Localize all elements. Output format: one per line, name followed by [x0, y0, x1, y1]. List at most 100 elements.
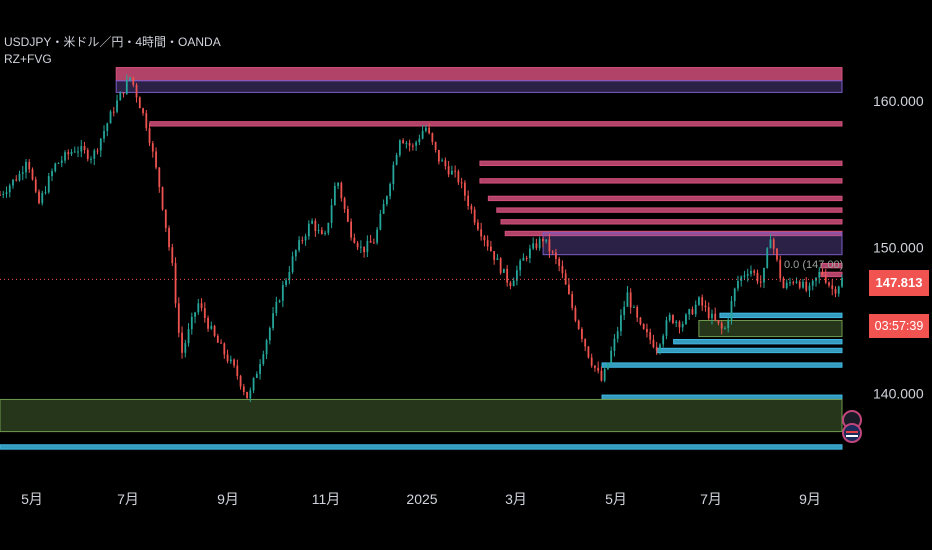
candle-body [789, 282, 791, 284]
zone-purple[interactable] [542, 232, 843, 256]
candle-body [691, 309, 694, 315]
candle-body [356, 242, 359, 248]
zone-resistance[interactable] [479, 160, 843, 167]
candle-body [525, 257, 528, 259]
zone-resistance[interactable] [115, 67, 843, 82]
candle-body [483, 236, 486, 241]
candle-body [161, 187, 164, 210]
zone-resistance[interactable] [487, 195, 843, 202]
candle-body [103, 131, 105, 139]
y-tick-label: 140.000 [873, 386, 924, 402]
candle-body [519, 260, 522, 271]
candle-body [538, 238, 541, 249]
candle-body [555, 252, 557, 259]
candle-body [395, 155, 398, 165]
candle-body [34, 179, 37, 192]
candle-body [733, 288, 736, 302]
candle-body [90, 158, 92, 160]
zone-blue[interactable] [673, 338, 843, 345]
candle-body [421, 130, 424, 139]
candle-body [402, 140, 405, 144]
candle-body [574, 307, 577, 321]
x-tick-label: 7月 [700, 491, 722, 507]
candle-body [200, 303, 203, 309]
zone-resistance[interactable] [479, 178, 843, 184]
candle-body [83, 146, 86, 150]
candle-body [558, 258, 561, 266]
candle-body [424, 127, 427, 131]
zone-resistance[interactable] [820, 262, 843, 269]
candle-body [678, 321, 681, 328]
zone-blue[interactable] [601, 394, 843, 400]
overlay-label: 0.0 (147.00) [784, 259, 843, 271]
candle-body [815, 277, 817, 281]
candle-body [382, 204, 385, 214]
candle-body [220, 342, 222, 344]
zone-resistance[interactable] [496, 207, 843, 213]
candle-body [431, 133, 434, 142]
candle-body [831, 285, 834, 289]
candle-body [129, 77, 131, 81]
candle-body [57, 162, 60, 164]
candle-body [181, 332, 183, 353]
candle-body [259, 364, 261, 374]
symbol-title[interactable]: USDJPY・米ドル／円・4時間・OANDA [4, 35, 221, 49]
candle-body [659, 344, 661, 351]
candle-body [792, 282, 795, 284]
candle-body [70, 152, 73, 155]
zone-blue[interactable] [656, 347, 843, 354]
zone-blue[interactable] [719, 312, 843, 319]
y-tick-label: 150.000 [873, 239, 924, 255]
candle-body [330, 205, 333, 223]
zone-blue[interactable] [601, 362, 843, 368]
candle-body [41, 193, 44, 204]
candle-body [372, 242, 375, 244]
candle-body [320, 229, 323, 235]
candle-body [759, 281, 762, 283]
candle-body [145, 113, 148, 129]
zone-resistance[interactable] [820, 271, 843, 278]
candle-body [158, 167, 161, 188]
candle-body [665, 320, 668, 336]
candle-body [151, 143, 154, 152]
candle-body [304, 236, 307, 241]
candle-body [155, 151, 157, 168]
candle-body [571, 294, 574, 308]
candle-body [587, 346, 590, 358]
time-axis: 5月 7月 9月 11月 2025 3月 5月 7月 9月 [21, 491, 821, 507]
zone-green[interactable] [0, 398, 843, 433]
event-icons[interactable] [842, 410, 862, 443]
candle-body [509, 282, 512, 287]
zone-blue[interactable] [0, 444, 843, 450]
candle-body [213, 325, 216, 336]
zone-resistance[interactable] [500, 219, 843, 225]
zone-purple[interactable] [115, 80, 843, 93]
candle-body [772, 239, 775, 249]
candle-body [750, 270, 752, 274]
candle-body [314, 220, 317, 231]
candle-body [616, 331, 619, 339]
candle-body [795, 281, 798, 283]
candle-body [2, 193, 5, 195]
candle-body [841, 277, 843, 287]
candle-body [99, 138, 102, 151]
zone-resistance[interactable] [149, 121, 843, 127]
x-tick-label: 3月 [505, 491, 527, 507]
zone-layer [0, 67, 843, 450]
candle-body [717, 320, 720, 324]
candle-body [782, 278, 785, 289]
candle-body [246, 391, 248, 399]
candle-body [597, 367, 600, 371]
indicator-label[interactable]: RZ+FVG [4, 52, 52, 66]
zone-green[interactable] [698, 319, 843, 338]
candle-body [655, 347, 658, 351]
candle-body [704, 305, 707, 308]
candle-body [187, 329, 190, 344]
candle-body [694, 304, 697, 315]
candle-body [392, 164, 395, 185]
candle-body [636, 306, 639, 318]
candle-body [324, 232, 326, 235]
candle-body [301, 240, 304, 242]
candle-body [476, 222, 479, 230]
